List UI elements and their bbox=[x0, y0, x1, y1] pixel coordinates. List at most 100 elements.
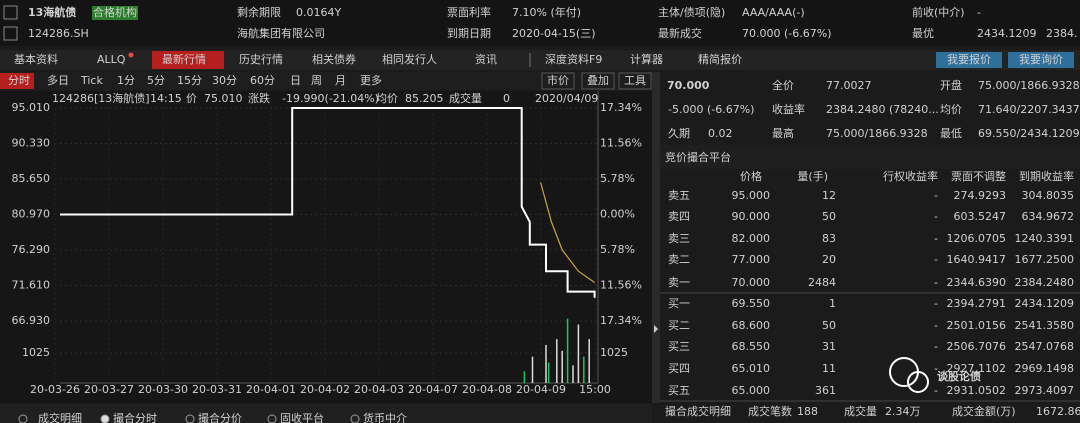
pct-tick-label: 11.56% bbox=[600, 137, 642, 150]
cell: 83 bbox=[822, 232, 836, 245]
cell: 50 bbox=[822, 210, 836, 223]
y-tick-label: 71.610 bbox=[12, 279, 51, 292]
chart-info: 价 bbox=[186, 92, 197, 105]
cell: 2547.0768 bbox=[1015, 340, 1075, 353]
period-button[interactable]: 30分 bbox=[212, 74, 237, 87]
pct-tick-label: 0.00% bbox=[600, 208, 635, 221]
cell: 2969.1498 bbox=[1015, 362, 1075, 375]
field-value: - bbox=[977, 6, 981, 19]
cell: - bbox=[934, 210, 938, 223]
y-tick-label: 95.010 bbox=[12, 101, 51, 114]
summary: 1672.86 bbox=[1036, 405, 1080, 418]
column-header: 票面不调整 bbox=[951, 169, 1006, 183]
bottom-tab[interactable]: 撮合分时 bbox=[113, 411, 157, 423]
chart-info: 75.010 bbox=[204, 92, 243, 105]
tab[interactable]: 相关债券 bbox=[312, 52, 356, 66]
cell: 68.550 bbox=[732, 340, 771, 353]
period-button[interactable]: 15分 bbox=[177, 74, 202, 87]
cell: 50 bbox=[822, 319, 836, 332]
tab[interactable]: 计算器 bbox=[630, 52, 663, 66]
period-button[interactable]: 多日 bbox=[47, 73, 69, 87]
cell: 77.000 bbox=[732, 253, 771, 266]
cell: 11 bbox=[822, 362, 836, 375]
field-label: 最优 bbox=[912, 27, 934, 40]
chart-toolbar bbox=[0, 72, 652, 90]
chart-info: -19.990(-21.04%) bbox=[282, 92, 379, 105]
cell: 20 bbox=[822, 253, 836, 266]
tab[interactable]: 相同发行人 bbox=[382, 52, 437, 66]
summary: 188 bbox=[797, 405, 818, 418]
row-label: 买五 bbox=[668, 384, 690, 397]
cell: 2344.6390 bbox=[947, 276, 1007, 289]
tab[interactable]: ALLQ bbox=[97, 53, 126, 66]
cell: 2973.4097 bbox=[1015, 384, 1075, 397]
tab[interactable]: 精简报价 bbox=[698, 52, 742, 66]
period-button[interactable]: 1分 bbox=[117, 74, 135, 87]
radio[interactable] bbox=[185, 414, 195, 423]
column-header: 行权收益率 bbox=[883, 169, 938, 183]
cell: - bbox=[934, 232, 938, 245]
cell: 69.550 bbox=[732, 297, 771, 310]
row-label: 卖四 bbox=[668, 210, 690, 223]
tab[interactable]: 资讯 bbox=[475, 53, 497, 66]
cell: 2506.7076 bbox=[947, 340, 1007, 353]
bottom-tab[interactable]: 成交明细 bbox=[38, 411, 82, 423]
tool-button[interactable]: 市价 bbox=[547, 73, 569, 87]
bottom-tab[interactable]: 货币中介 bbox=[363, 411, 407, 423]
tab[interactable]: 基本资料 bbox=[14, 52, 58, 66]
tool-box[interactable] bbox=[581, 72, 615, 90]
bottom-tab[interactable]: 固收平台 bbox=[280, 411, 324, 423]
cell: 2394.2791 bbox=[947, 297, 1007, 310]
tool-button[interactable]: 工具 bbox=[624, 74, 646, 87]
radio[interactable] bbox=[100, 414, 110, 423]
button-bg[interactable] bbox=[1008, 52, 1074, 68]
y-tick-label: 90.330 bbox=[12, 137, 51, 150]
period-button[interactable]: Tick bbox=[80, 74, 103, 87]
notify-dot bbox=[128, 52, 134, 58]
x-tick-label: 20-04-03 bbox=[354, 383, 404, 396]
tool-button[interactable]: 叠加 bbox=[587, 74, 609, 87]
period-button[interactable]: 日 bbox=[290, 74, 301, 87]
tool-box[interactable] bbox=[541, 72, 575, 90]
cell: 2501.0156 bbox=[947, 319, 1007, 332]
cell: 1 bbox=[829, 297, 836, 310]
period-button[interactable]: 周 bbox=[311, 74, 322, 87]
cell: 634.9672 bbox=[1022, 210, 1075, 223]
stat-value: 75.000/1866.9328 bbox=[826, 127, 928, 140]
tab[interactable]: 深度资料F9 bbox=[545, 52, 602, 66]
button[interactable]: 我要询价 bbox=[1019, 53, 1063, 66]
column-header: 到期收益率 bbox=[1019, 169, 1074, 183]
splitter[interactable] bbox=[652, 72, 660, 403]
button[interactable]: 我要报价 bbox=[947, 52, 991, 66]
watermark: 谈股论债 bbox=[937, 369, 981, 383]
cell: 304.8035 bbox=[1022, 189, 1075, 202]
period-button[interactable]: 60分 bbox=[250, 74, 275, 87]
radio[interactable] bbox=[18, 414, 28, 423]
tab[interactable]: 历史行情 bbox=[239, 53, 283, 66]
radio[interactable] bbox=[350, 414, 360, 423]
period-button[interactable]: 月 bbox=[335, 74, 346, 87]
stat-value: 2384.2480 (78240... bbox=[826, 103, 939, 116]
cell: 1640.9417 bbox=[947, 253, 1007, 266]
price-change: -5.000 (-6.67%) bbox=[668, 103, 754, 116]
row-label: 买三 bbox=[668, 340, 690, 353]
column-header: 价格 bbox=[740, 169, 762, 183]
menu-icon[interactable] bbox=[3, 5, 18, 20]
period-button[interactable]: 分时 bbox=[8, 74, 30, 87]
period-button[interactable]: 更多 bbox=[360, 73, 382, 87]
bottom-tab[interactable]: 撮合分价 bbox=[198, 411, 242, 423]
period-button[interactable]: 5分 bbox=[147, 74, 165, 87]
cell: 95.000 bbox=[732, 189, 771, 202]
bell-icon[interactable] bbox=[3, 26, 18, 41]
button-bg[interactable] bbox=[936, 52, 1002, 68]
pct-tick-label: 5.78% bbox=[600, 243, 635, 256]
stat-label: 久期 bbox=[668, 127, 690, 140]
active-tab-bg bbox=[152, 51, 224, 69]
radio[interactable] bbox=[267, 414, 277, 423]
stat-label: 最高 bbox=[772, 126, 794, 140]
cell: 2484 bbox=[808, 276, 836, 289]
tab[interactable]: 最新行情 bbox=[162, 52, 206, 66]
x-tick-label: 20-04-09 bbox=[516, 383, 566, 396]
tool-box[interactable] bbox=[618, 72, 652, 90]
